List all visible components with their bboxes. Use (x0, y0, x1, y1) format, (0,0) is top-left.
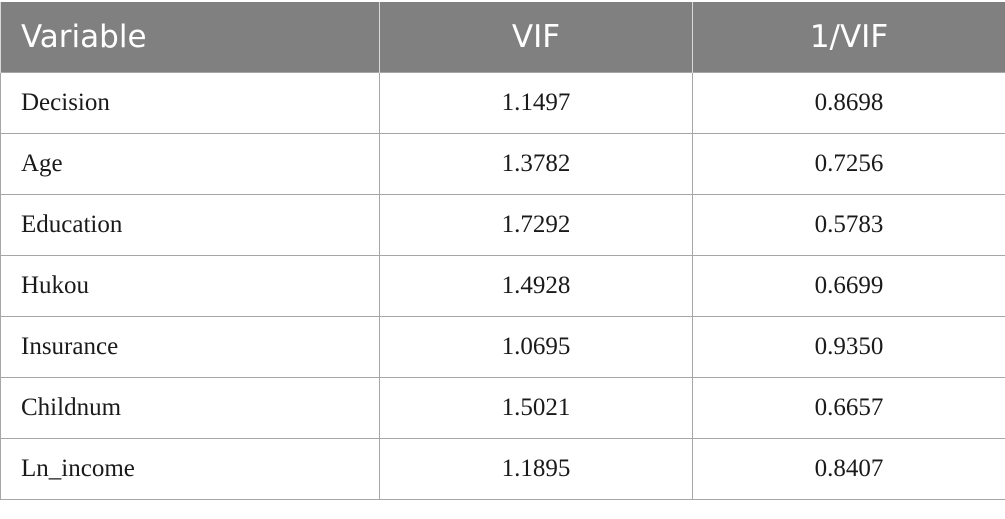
table-body: Decision 1.1497 0.8698 Age 1.3782 0.7256… (0, 72, 1005, 500)
header-inverse-vif: 1/VIF (692, 2, 1005, 73)
table-row: Insurance 1.0695 0.9350 (0, 316, 1005, 378)
table-row: Education 1.7292 0.5783 (0, 194, 1005, 256)
cell-variable: Decision (0, 72, 380, 134)
cell-variable: Hukou (0, 255, 380, 317)
cell-vif: 1.3782 (379, 133, 693, 195)
header-vif: VIF (379, 2, 693, 73)
table-header: Variable VIF 1/VIF (0, 2, 1005, 73)
cell-vif: 1.1497 (379, 72, 693, 134)
cell-variable: Childnum (0, 377, 380, 439)
cell-vif: 1.1895 (379, 438, 693, 500)
header-row: Variable VIF 1/VIF (0, 2, 1005, 73)
table-row: Ln_income 1.1895 0.8407 (0, 438, 1005, 500)
cell-vif: 1.4928 (379, 255, 693, 317)
cell-inverse-vif: 0.6657 (692, 377, 1005, 439)
cell-inverse-vif: 0.7256 (692, 133, 1005, 195)
vif-table-container: Variable VIF 1/VIF Decision 1.1497 0.869… (0, 2, 1005, 500)
table-row: Childnum 1.5021 0.6657 (0, 377, 1005, 439)
cell-inverse-vif: 0.8407 (692, 438, 1005, 500)
cell-variable: Ln_income (0, 438, 380, 500)
table-row: Decision 1.1497 0.8698 (0, 72, 1005, 134)
cell-inverse-vif: 0.6699 (692, 255, 1005, 317)
cell-variable: Age (0, 133, 380, 195)
table-row: Hukou 1.4928 0.6699 (0, 255, 1005, 317)
cell-vif: 1.7292 (379, 194, 693, 256)
cell-variable: Education (0, 194, 380, 256)
cell-variable: Insurance (0, 316, 380, 378)
vif-table: Variable VIF 1/VIF Decision 1.1497 0.869… (0, 2, 1005, 500)
cell-inverse-vif: 0.9350 (692, 316, 1005, 378)
cell-vif: 1.5021 (379, 377, 693, 439)
table-row: Age 1.3782 0.7256 (0, 133, 1005, 195)
cell-inverse-vif: 0.8698 (692, 72, 1005, 134)
cell-vif: 1.0695 (379, 316, 693, 378)
header-variable: Variable (0, 2, 380, 73)
cell-inverse-vif: 0.5783 (692, 194, 1005, 256)
